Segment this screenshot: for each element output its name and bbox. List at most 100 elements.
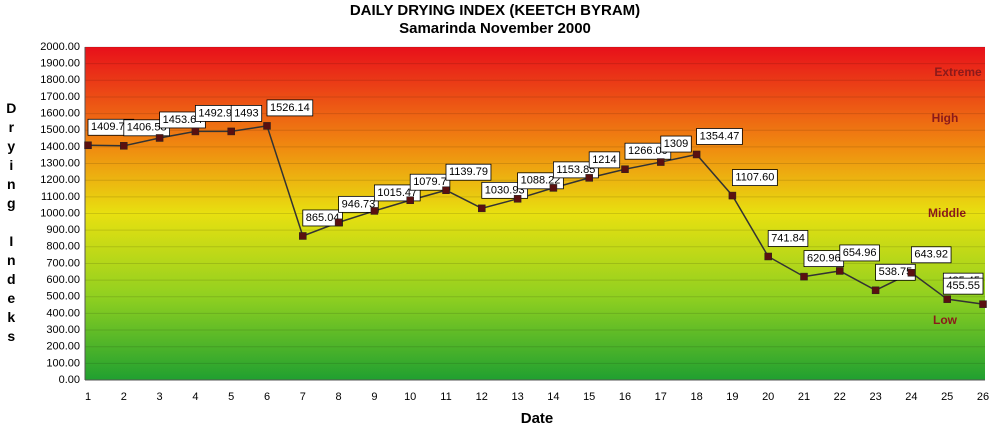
x-axis-label: Date — [521, 410, 554, 427]
y-tick-label: 1700.00 — [40, 91, 80, 103]
marker — [728, 191, 737, 200]
data-label: 1139.79 — [449, 166, 488, 178]
zone-label: Middle — [928, 206, 966, 220]
x-tick-label: 21 — [798, 391, 810, 403]
data-label: 1492.96 — [198, 107, 238, 119]
data-label: 741.84 — [771, 232, 805, 244]
marker — [907, 269, 916, 277]
label-box — [230, 105, 263, 122]
data-line — [87, 125, 984, 305]
label-box — [660, 135, 692, 153]
y-tick-label: 1900.00 — [40, 58, 80, 70]
marker — [442, 186, 450, 194]
marker — [370, 207, 379, 215]
marker — [84, 141, 92, 150]
marker — [800, 272, 808, 281]
marker — [979, 300, 987, 308]
y-tick-label: 500.00 — [46, 291, 80, 303]
data-label: 1079.7 — [413, 176, 447, 188]
marker — [871, 286, 880, 295]
label-box — [445, 163, 492, 181]
label-box — [696, 128, 743, 145]
marker — [299, 232, 307, 240]
x-tick-label: 1 — [85, 391, 91, 403]
data-label: 1453.64 — [163, 114, 203, 126]
marker — [585, 174, 593, 182]
x-tick-label: 26 — [977, 391, 989, 403]
chart-subtitle: Samarinda November 2000 — [399, 20, 591, 37]
label-box — [942, 277, 984, 295]
label-box — [767, 230, 809, 247]
y-tick-label: 100.00 — [46, 357, 80, 369]
x-tick-label: 23 — [869, 391, 881, 403]
label-box — [911, 246, 952, 264]
marker — [764, 252, 772, 261]
x-tick-label: 17 — [655, 391, 667, 403]
y-tick-label: 1400.00 — [40, 141, 80, 153]
label-box — [481, 181, 528, 199]
data-label: 946.73 — [342, 198, 376, 210]
marker — [263, 122, 271, 130]
x-tick-label: 15 — [583, 391, 595, 403]
x-tick-label: 22 — [834, 391, 846, 403]
data-label: 1406.58 — [127, 122, 167, 134]
y-tick-label: 900.00 — [46, 224, 80, 236]
y-tick-label: 700.00 — [46, 257, 80, 269]
x-tick-label: 19 — [726, 391, 738, 403]
data-label: 1266.00 — [628, 145, 668, 157]
plot-area — [85, 47, 985, 380]
x-tick-label: 12 — [476, 391, 488, 403]
marker — [621, 165, 629, 173]
zone-label: Extreme — [934, 65, 982, 79]
data-label: 1354.47 — [700, 130, 740, 142]
x-tick-label: 16 — [619, 391, 631, 403]
label-box — [409, 173, 451, 191]
data-label: 1015.47 — [377, 187, 417, 199]
marker — [692, 150, 701, 159]
data-label: 1526.14 — [270, 102, 310, 114]
data-label: 1214 — [592, 154, 616, 166]
marker — [836, 267, 844, 275]
x-tick-label: 6 — [264, 391, 270, 403]
marker — [657, 158, 665, 166]
data-label: 865.04 — [306, 212, 340, 224]
data-label: 620.96 — [807, 253, 841, 265]
y-axis-label: Drying Indeks — [3, 100, 19, 347]
data-label: 1030.93 — [485, 184, 525, 196]
label-box — [732, 169, 778, 186]
label-box — [338, 195, 379, 213]
x-tick-label: 25 — [941, 391, 953, 403]
marker — [943, 295, 951, 303]
zone-label: High — [932, 111, 959, 125]
x-tick-label: 5 — [228, 391, 234, 403]
y-tick-label: 1300.00 — [40, 157, 80, 169]
y-tick-label: 200.00 — [46, 341, 80, 353]
label-box — [553, 161, 599, 179]
y-tick-label: 800.00 — [46, 241, 80, 253]
y-tick-label: 1100.00 — [41, 191, 80, 203]
x-tick-label: 2 — [121, 391, 127, 403]
x-tick-label: 7 — [300, 391, 306, 403]
x-tick-label: 9 — [371, 391, 377, 403]
y-tick-label: 300.00 — [46, 324, 80, 336]
x-tick-label: 13 — [511, 391, 523, 403]
label-box — [839, 244, 880, 262]
zone-label: Low — [933, 313, 958, 327]
marker — [227, 127, 235, 136]
data-label: 1088.22 — [521, 175, 561, 187]
y-tick-label: 600.00 — [46, 274, 80, 286]
chart-title: DAILY DRYING INDEX (KEETCH BYRAM) — [350, 2, 640, 19]
marker — [406, 196, 414, 204]
y-tick-label: 1500.00 — [40, 124, 80, 136]
label-box — [266, 99, 314, 117]
marker — [120, 142, 128, 150]
marker — [191, 127, 200, 136]
data-label: 654.96 — [843, 247, 877, 259]
data-label: 538.75 — [879, 266, 913, 278]
label-box — [875, 263, 916, 281]
y-tick-label: 1600.00 — [40, 108, 80, 120]
x-tick-label: 14 — [547, 391, 559, 403]
y-tick-label: 1800.00 — [40, 74, 80, 86]
x-tick-label: 8 — [336, 391, 342, 403]
y-tick-label: 400.00 — [46, 307, 80, 319]
